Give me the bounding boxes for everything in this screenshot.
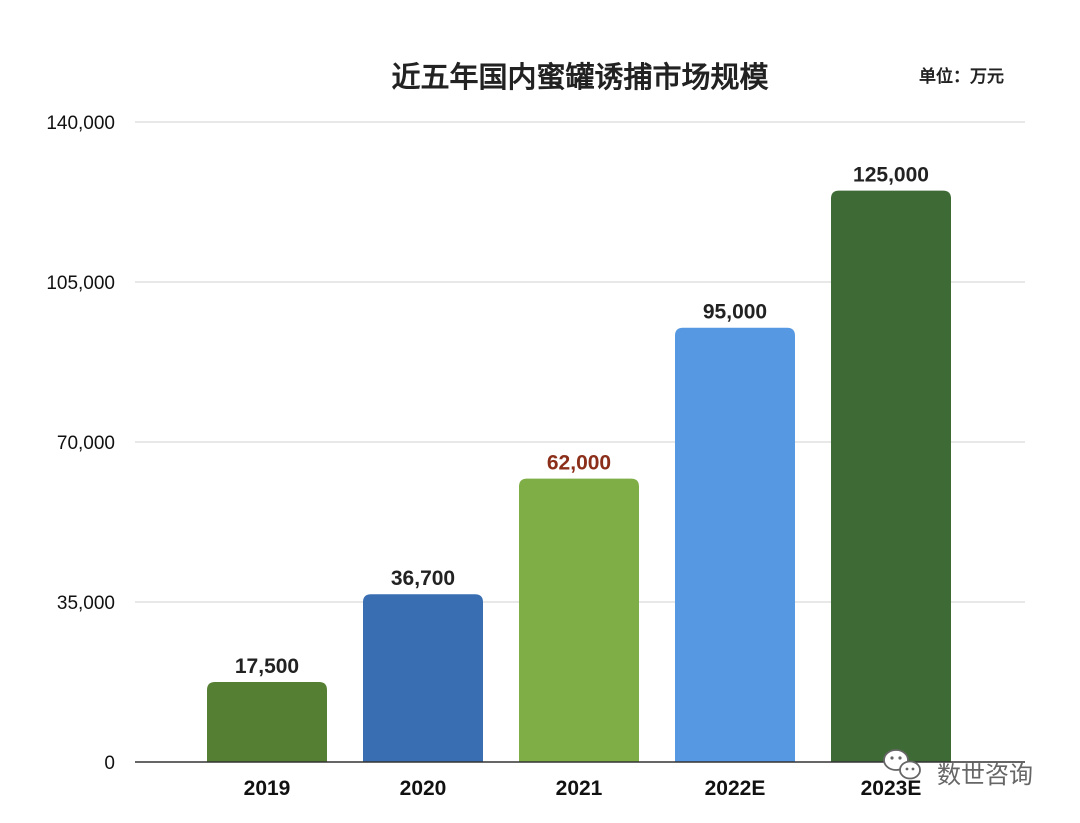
x-tick-label-2019: 2019 — [244, 777, 291, 800]
y-tick-label: 140,000 — [46, 113, 115, 134]
x-tick-label-2023e: 2023E — [861, 777, 922, 800]
x-axis-ticks: 2019 2020 2021 2022E 2023E — [244, 777, 922, 800]
bar-2020 — [363, 594, 483, 762]
x-tick-label-2022e: 2022E — [705, 777, 766, 800]
y-axis-ticks: 0 35,000 70,000 105,000 140,000 — [46, 113, 115, 774]
y-tick-label: 35,000 — [57, 593, 115, 614]
bars — [207, 190, 951, 763]
bar-2021 — [519, 478, 639, 762]
watermark: 数世咨询 — [883, 749, 1033, 789]
data-label-2019: 17,500 — [235, 655, 299, 678]
bar-2022e — [675, 327, 795, 762]
chart-title: 近五年国内蜜罐诱捕市场规模 — [391, 60, 769, 94]
data-labels: 17,500 36,700 62,000 95,000 125,000 — [235, 164, 929, 678]
bar-2019 — [207, 682, 327, 762]
data-label-2022e: 95,000 — [703, 301, 767, 324]
x-tick-label-2021: 2021 — [556, 777, 603, 800]
watermark-text: 数世咨询 — [937, 761, 1033, 789]
data-label-2020: 36,700 — [391, 567, 455, 590]
unit-label: 单位：万元 — [919, 66, 1004, 87]
data-label-2021: 62,000 — [547, 452, 611, 475]
data-label-2023e: 125,000 — [853, 164, 929, 187]
bar-2023e — [831, 190, 951, 763]
y-tick-label: 105,000 — [46, 273, 115, 294]
wechat-icon — [883, 749, 921, 780]
y-tick-label: 0 — [104, 753, 115, 774]
y-tick-label: 70,000 — [57, 433, 115, 454]
x-tick-label-2020: 2020 — [400, 777, 447, 800]
